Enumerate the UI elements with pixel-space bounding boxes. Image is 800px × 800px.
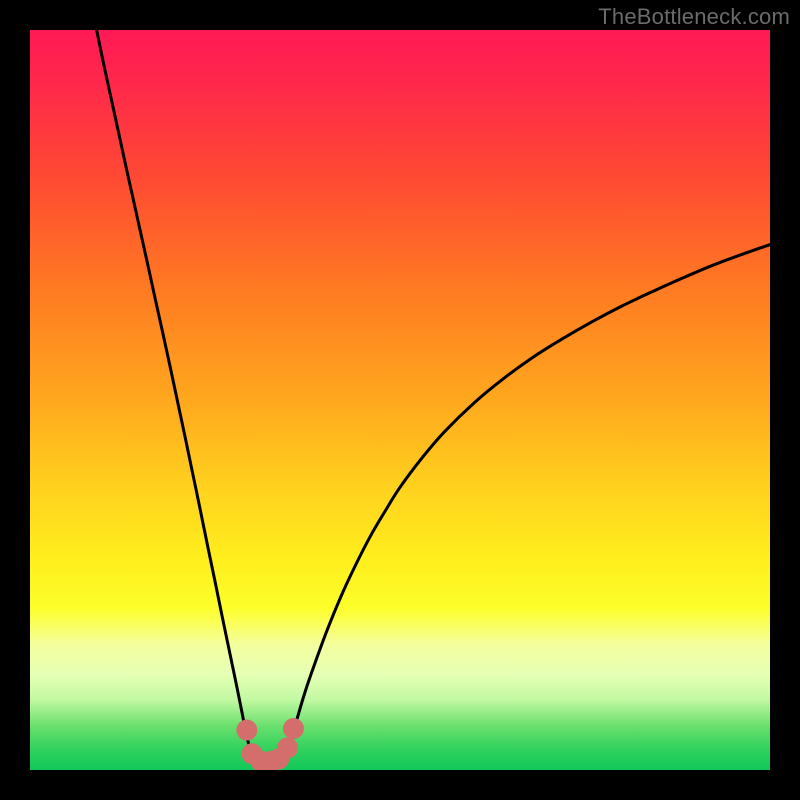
marker-dot (283, 718, 304, 739)
chart-stage: TheBottleneck.com (0, 0, 800, 800)
bottleneck-chart (0, 0, 800, 800)
plot-background (30, 30, 770, 770)
marker-dot (236, 720, 257, 741)
watermark-text: TheBottleneck.com (598, 4, 790, 30)
marker-dot (277, 737, 298, 758)
